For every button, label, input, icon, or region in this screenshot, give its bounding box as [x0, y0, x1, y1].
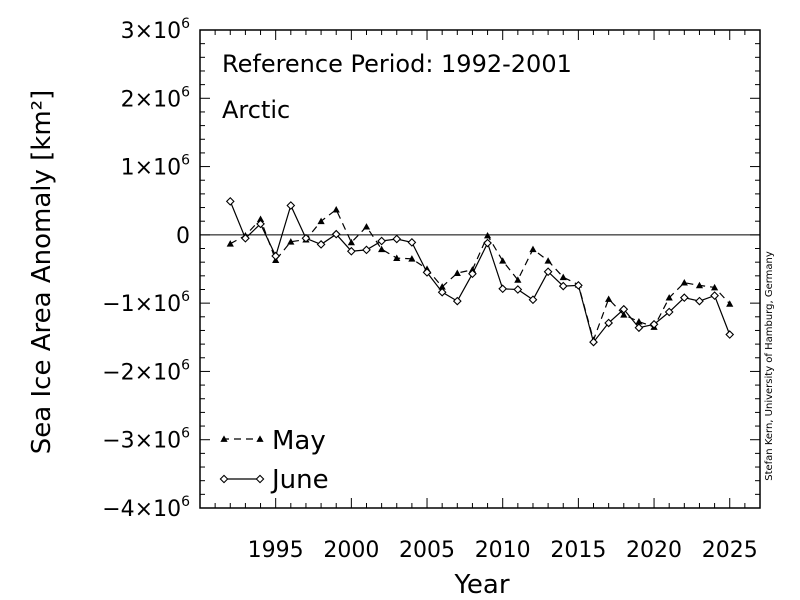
series-line-june — [229, 201, 731, 344]
reference-period-annotation: Reference Period: 1992-2001 — [222, 50, 572, 78]
legend: May June — [219, 426, 329, 495]
june-point — [437, 287, 447, 297]
x-tick-label: 1995 — [248, 538, 304, 563]
x-tick-label: 2010 — [475, 538, 531, 563]
series-line-may — [230, 208, 731, 342]
june-point — [679, 293, 689, 303]
x-tick-label: 2015 — [550, 538, 606, 563]
y-tick-label: −3×106 — [102, 426, 190, 454]
may-point — [438, 283, 446, 290]
june-point — [483, 238, 492, 248]
may-point — [378, 245, 386, 253]
may-point — [680, 279, 688, 286]
plot-frame — [199, 29, 761, 509]
may-point — [635, 317, 643, 325]
y-tick-labels: 3×106 2×106 1×106 0 −1×106 −2×106 −3×106 −4×106 — [102, 16, 190, 522]
june-point — [301, 233, 311, 243]
may-point — [726, 300, 734, 307]
may-point — [347, 238, 355, 246]
june-point — [589, 337, 598, 347]
x-tick-label: 2025 — [702, 538, 758, 563]
june-point — [604, 318, 614, 328]
june-point — [392, 234, 402, 244]
y-tick-label: 0 — [176, 224, 190, 249]
june-point — [241, 233, 250, 243]
legend-marker-june — [219, 474, 229, 484]
june-point — [271, 251, 281, 261]
may-point — [559, 273, 567, 281]
y-tick-label: −1×106 — [102, 289, 190, 317]
x-tick-label: 2005 — [399, 538, 455, 563]
y-tick-label: −2×106 — [102, 357, 190, 385]
june-point — [316, 240, 326, 249]
may-point — [544, 257, 552, 264]
may-point — [256, 215, 265, 223]
may-point — [710, 283, 719, 291]
june-point — [498, 284, 508, 294]
may-point — [665, 294, 673, 301]
y-tick-label: −4×106 — [102, 494, 190, 522]
june-point — [256, 219, 265, 229]
region-annotation: Arctic — [222, 96, 290, 124]
legend-entry-may — [220, 435, 264, 442]
may-point — [332, 205, 340, 213]
may-point — [514, 276, 522, 283]
june-point — [574, 281, 583, 290]
may-point — [605, 295, 613, 302]
x-tick-label: 2000 — [323, 538, 379, 563]
legend-marker-may — [220, 435, 228, 442]
may-point — [393, 254, 401, 261]
legend-marker-june — [255, 474, 265, 484]
plot-area — [199, 29, 761, 509]
june-point — [362, 245, 371, 255]
june-point — [634, 323, 644, 333]
june-point — [528, 295, 538, 305]
legend-label-june: June — [270, 465, 329, 495]
june-point — [346, 246, 356, 256]
author-credit: Stefan Kern, University of Hamburg, Germ… — [764, 251, 775, 481]
legend-marker-may — [256, 435, 264, 442]
y-axis-title: Sea Ice Area Anomaly [km²] — [27, 90, 57, 454]
june-point — [422, 268, 432, 277]
series-group — [225, 197, 735, 347]
june-point — [664, 307, 674, 317]
may-point — [499, 257, 507, 264]
legend-entry-june — [219, 474, 265, 484]
june-point — [619, 304, 629, 314]
june-point — [452, 296, 462, 306]
may-point — [483, 231, 492, 239]
june-point — [513, 285, 523, 294]
x-tick-labels: 1995 2000 2005 2010 2015 2020 2025 — [248, 538, 758, 563]
y-tick-label: 2×106 — [121, 84, 190, 112]
june-point — [377, 236, 386, 246]
june-point — [543, 267, 553, 277]
june-point — [695, 296, 704, 306]
june-point — [649, 319, 659, 329]
may-point — [529, 245, 537, 253]
may-point — [362, 223, 371, 230]
may-point — [620, 311, 628, 318]
may-point — [317, 217, 325, 225]
may-point — [408, 255, 416, 262]
june-point — [558, 281, 568, 291]
y-tick-label: 3×106 — [121, 16, 190, 44]
legend-label-may: May — [272, 426, 326, 456]
x-tick-label: 2020 — [626, 538, 682, 563]
y-tick-label: 1×106 — [121, 153, 190, 181]
june-point — [468, 269, 477, 279]
june-point — [225, 197, 235, 206]
june-point — [407, 237, 417, 247]
x-axis-title: Year — [453, 570, 509, 600]
may-point — [453, 269, 461, 276]
june-point — [710, 291, 719, 301]
may-point — [226, 240, 234, 247]
june-point — [331, 229, 341, 239]
may-point — [287, 238, 295, 245]
june-point — [725, 330, 735, 339]
may-point — [695, 281, 704, 289]
june-point — [286, 201, 296, 210]
